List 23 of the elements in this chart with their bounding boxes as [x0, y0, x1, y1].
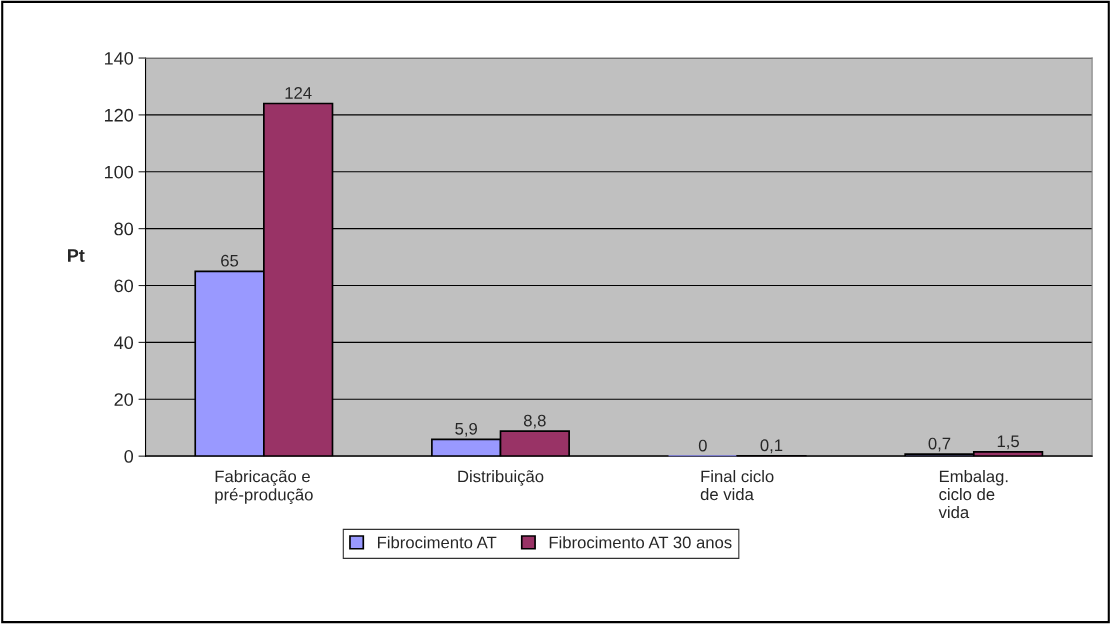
y-tick-label: 80	[114, 222, 134, 236]
data-label: 124	[285, 87, 312, 99]
data-label: 8,8	[523, 414, 546, 429]
y-axis-title: Pt	[68, 249, 85, 262]
data-label: 0,7	[928, 437, 951, 452]
y-tick-label: 60	[114, 279, 134, 293]
y-tick-label: 120	[104, 108, 134, 122]
legend-label: Fibrocimento AT 30 anos	[549, 536, 732, 549]
data-label: 0,1	[760, 439, 783, 454]
y-tick-label: 0	[124, 450, 134, 463]
x-tick-label: Final ciclo de vida	[700, 470, 774, 501]
data-label: 65	[221, 254, 239, 267]
y-tick-label: 20	[114, 393, 134, 406]
x-tick-label: Embalag. ciclo de vida	[938, 470, 1008, 519]
y-tick-label: 40	[114, 336, 134, 350]
y-tick-label: 140	[104, 51, 134, 65]
legend-label: Fibrocimento AT	[378, 536, 497, 549]
x-tick-label: Distribuição	[458, 470, 544, 486]
data-label: 5,9	[455, 422, 477, 437]
data-label: 0	[698, 439, 707, 452]
x-tick-label: Fabricação e pré-produção	[215, 470, 313, 504]
data-label: 1,5	[997, 435, 1019, 450]
y-tick-label: 100	[104, 165, 134, 179]
